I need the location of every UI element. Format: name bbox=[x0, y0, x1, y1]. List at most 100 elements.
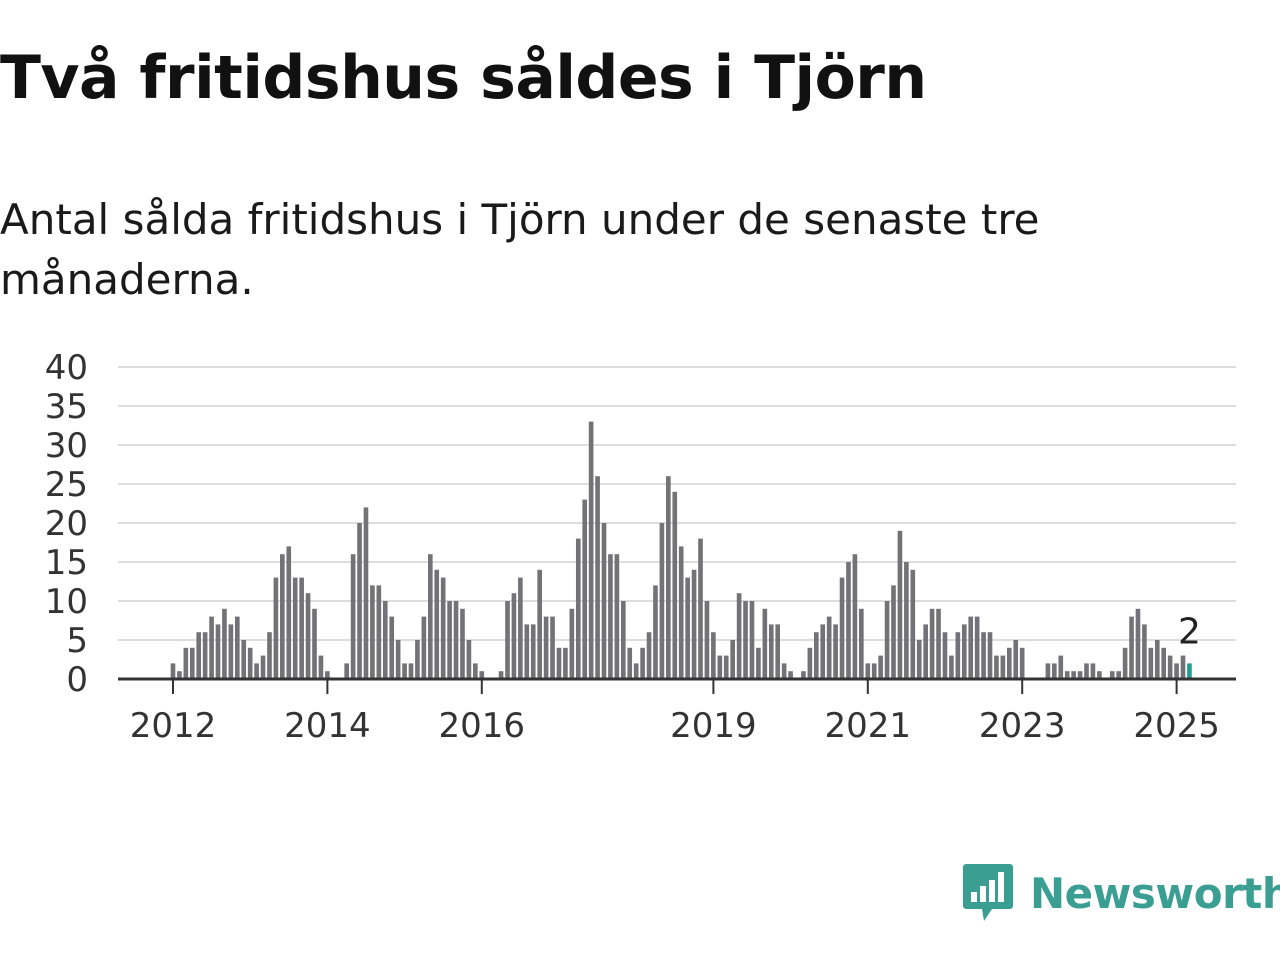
bar bbox=[994, 655, 999, 679]
bar bbox=[408, 663, 414, 679]
bar bbox=[666, 476, 671, 679]
bar bbox=[608, 554, 613, 679]
bar bbox=[923, 624, 928, 679]
bar bbox=[524, 624, 530, 679]
bar bbox=[781, 663, 787, 679]
bar bbox=[678, 546, 684, 679]
bar bbox=[756, 647, 761, 679]
y-tick-label: 40 bbox=[45, 348, 88, 388]
bar bbox=[280, 554, 285, 679]
bar bbox=[595, 476, 600, 679]
bar bbox=[537, 569, 542, 679]
bar bbox=[801, 671, 806, 679]
bar bbox=[723, 655, 729, 679]
bar bbox=[1142, 624, 1147, 679]
bar bbox=[897, 530, 903, 679]
page-title: Två fritidshus såldes i Tjörn bbox=[0, 43, 927, 113]
bar bbox=[768, 624, 774, 679]
bar bbox=[376, 585, 382, 679]
bar bbox=[498, 671, 504, 679]
bar bbox=[1154, 640, 1160, 679]
x-tick-label: 2012 bbox=[130, 706, 217, 746]
bar bbox=[704, 601, 710, 679]
bar bbox=[916, 640, 922, 679]
bar bbox=[196, 632, 202, 679]
bar bbox=[987, 632, 993, 679]
bar bbox=[884, 601, 890, 679]
bar bbox=[974, 616, 980, 679]
bar bbox=[1052, 663, 1057, 679]
x-tick-label: 2016 bbox=[439, 706, 526, 746]
bar bbox=[942, 632, 948, 679]
bar bbox=[762, 608, 768, 679]
bar bbox=[1084, 663, 1089, 679]
y-tick-label: 20 bbox=[45, 504, 88, 544]
chart-subtitle: Antal sålda fritidshus i Tjörn under de … bbox=[0, 195, 1040, 304]
bar bbox=[910, 569, 916, 679]
bar bbox=[685, 577, 690, 679]
bar bbox=[743, 601, 748, 679]
bar bbox=[247, 647, 253, 679]
bar bbox=[305, 593, 311, 679]
bars bbox=[170, 421, 1192, 679]
bar bbox=[1064, 671, 1070, 679]
bar bbox=[614, 554, 620, 679]
bar bbox=[479, 671, 485, 679]
bar bbox=[170, 663, 176, 679]
bar bbox=[1180, 655, 1186, 679]
bar bbox=[711, 632, 716, 679]
x-tick-label: 2014 bbox=[284, 706, 371, 746]
bar bbox=[357, 523, 362, 679]
y-tick-label: 0 bbox=[66, 660, 88, 700]
bar bbox=[1122, 647, 1128, 679]
bar bbox=[1174, 663, 1179, 679]
bar bbox=[447, 601, 452, 679]
bar bbox=[878, 655, 883, 679]
bar bbox=[1167, 655, 1173, 679]
brand-name: Newsworthy bbox=[1030, 868, 1280, 918]
bar bbox=[871, 663, 877, 679]
bar bbox=[640, 647, 645, 679]
newsworthy-logo: Newsworthy bbox=[962, 862, 1280, 924]
bar bbox=[691, 569, 697, 679]
bar bbox=[363, 507, 369, 679]
bar bbox=[1116, 671, 1121, 679]
bar bbox=[273, 577, 279, 679]
bar bbox=[402, 663, 407, 679]
bar bbox=[1148, 647, 1154, 679]
x-tick-label: 2025 bbox=[1133, 706, 1220, 746]
bar bbox=[505, 601, 510, 679]
bar bbox=[202, 632, 208, 679]
bar bbox=[1109, 671, 1115, 679]
bar bbox=[949, 655, 954, 679]
bar bbox=[569, 608, 575, 679]
bar bbox=[511, 593, 517, 679]
y-tick-label: 15 bbox=[45, 543, 88, 583]
bar bbox=[434, 569, 440, 679]
bar bbox=[421, 616, 427, 679]
bar bbox=[620, 601, 626, 679]
bar bbox=[588, 421, 594, 679]
x-tick-label: 2021 bbox=[825, 706, 912, 746]
bar bbox=[389, 616, 395, 679]
latest-value-label: 2 bbox=[1178, 611, 1201, 652]
bar bbox=[627, 647, 633, 679]
bar bbox=[575, 538, 581, 679]
bar bbox=[846, 562, 851, 679]
bar bbox=[865, 663, 871, 679]
bar bbox=[1135, 608, 1141, 679]
bar bbox=[633, 663, 639, 679]
bar bbox=[1000, 655, 1006, 679]
bar bbox=[1045, 663, 1051, 679]
bar bbox=[961, 624, 967, 679]
bar bbox=[415, 640, 420, 679]
bar bbox=[981, 632, 986, 679]
bar bbox=[826, 616, 832, 679]
bar bbox=[1013, 640, 1019, 679]
y-tick-label: 25 bbox=[45, 465, 88, 505]
bar bbox=[1058, 655, 1064, 679]
bar bbox=[1077, 671, 1083, 679]
bar bbox=[601, 523, 607, 679]
bar bbox=[453, 601, 459, 679]
